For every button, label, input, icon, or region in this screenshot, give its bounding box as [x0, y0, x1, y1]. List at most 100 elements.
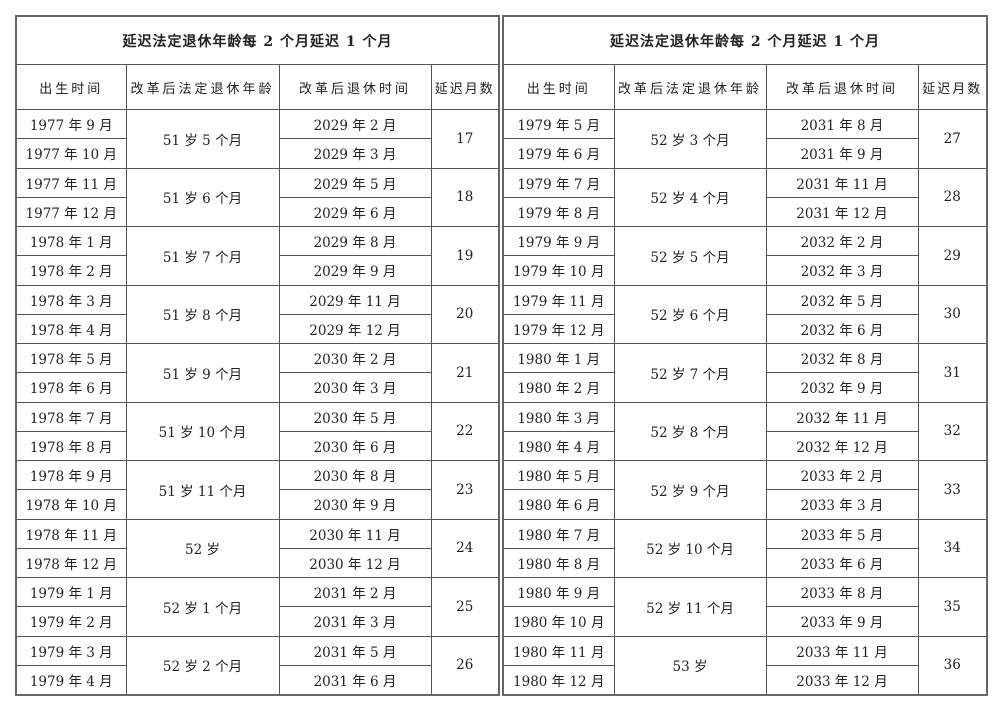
table-row: 1978 年 4 月 2029 年 12 月 — [15, 313, 499, 345]
table-row: 1979 年 7 月 52 岁 4 个月 2031 年 11 月 28 — [502, 167, 988, 227]
delay-months-cell: 17 — [430, 109, 500, 169]
retirement-date-cell: 2031 年 12 月 — [765, 196, 919, 228]
birth-date-cell: 1980 年 12 月 — [502, 664, 615, 696]
birth-date-cell: 1980 年 5 月 — [502, 459, 615, 491]
delay-months-cell: 18 — [430, 167, 500, 227]
delay-months-cell: 33 — [917, 460, 988, 520]
header-birth: 出生时间 — [15, 64, 127, 110]
table-row: 1977 年 12 月 2029 年 6 月 — [15, 196, 499, 228]
table-row: 1977 年 10 月 2029 年 3 月 — [15, 138, 499, 169]
retirement-date-cell: 2030 年 11 月 — [278, 518, 432, 549]
retirement-age-cell: 52 岁 8 个月 — [613, 401, 767, 461]
retirement-date-cell: 2029 年 6 月 — [278, 196, 432, 228]
retirement-date-cell: 2029 年 8 月 — [278, 225, 432, 257]
table-row: 1979 年 9 月 52 岁 5 个月 2032 年 2 月 29 — [502, 225, 988, 286]
birth-date-cell: 1980 年 10 月 — [502, 606, 615, 637]
table-row: 1978 年 8 月 2030 年 6 月 — [15, 430, 499, 462]
table-row: 1980 年 4 月 2032 年 12 月 — [502, 430, 987, 462]
retirement-table-left: 延迟法定退休年龄每 2 个月延迟 1 个月 出生时间 改革后法定退休年龄 改革后… — [15, 15, 501, 696]
birth-date-cell: 1978 年 6 月 — [15, 372, 127, 403]
delay-months-cell: 30 — [917, 284, 988, 344]
birth-date-cell: 1980 年 6 月 — [502, 489, 615, 520]
delay-months-cell: 20 — [430, 284, 500, 344]
birth-date-cell: 1978 年 8 月 — [15, 430, 127, 462]
retirement-date-cell: 2032 年 12 月 — [765, 430, 919, 462]
table-row: 1980 年 1 月 52 岁 7 个月 2032 年 8 月 31 — [502, 342, 988, 403]
table-row: 1978 年 3 月 51 岁 8 个月 2029 年 11 月 20 — [15, 284, 500, 344]
table-row: 1978 年 1 月 51 岁 7 个月 2029 年 8 月 19 — [15, 225, 500, 286]
table-row: 1978 年 12 月 2030 年 12 月 — [15, 547, 499, 579]
retirement-date-cell: 2031 年 5 月 — [278, 635, 432, 666]
table-title: 延迟法定退休年龄每 2 个月延迟 1 个月 — [502, 15, 988, 65]
delay-months-cell: 32 — [917, 401, 988, 461]
birth-date-cell: 1978 年 11 月 — [15, 518, 127, 549]
delay-months-cell: 27 — [917, 109, 988, 169]
retirement-date-cell: 2033 年 9 月 — [765, 606, 919, 637]
retirement-date-cell: 2030 年 8 月 — [278, 459, 432, 491]
birth-date-cell: 1979 年 6 月 — [502, 138, 615, 169]
birth-date-cell: 1980 年 9 月 — [502, 576, 615, 608]
header-retire: 改革后退休时间 — [765, 64, 919, 110]
retirement-age-cell: 52 岁 10 个月 — [613, 518, 767, 578]
retirement-age-cell: 52 岁 7 个月 — [613, 343, 767, 403]
retirement-date-cell: 2031 年 8 月 — [765, 108, 919, 140]
delay-months-cell: 29 — [917, 226, 988, 286]
table-row: 1980 年 6 月 2033 年 3 月 — [502, 489, 987, 520]
retirement-date-cell: 2033 年 6 月 — [765, 547, 919, 579]
retirement-date-cell: 2033 年 5 月 — [765, 518, 919, 549]
retirement-date-cell: 2032 年 11 月 — [765, 401, 919, 432]
table-row: 1979 年 10 月 2032 年 3 月 — [502, 255, 987, 286]
table-row: 1980 年 9 月 52 岁 11 个月 2033 年 8 月 35 — [502, 576, 988, 637]
birth-date-cell: 1978 年 7 月 — [15, 401, 127, 432]
delay-months-cell: 25 — [430, 577, 500, 637]
birth-date-cell: 1980 年 11 月 — [502, 635, 615, 666]
table-row: 1978 年 11 月 52 岁 2030 年 11 月 24 — [15, 518, 500, 578]
retirement-age-cell: 52 岁 3 个月 — [613, 109, 767, 169]
birth-date-cell: 1980 年 7 月 — [502, 518, 615, 549]
retirement-date-cell: 2032 年 6 月 — [765, 313, 919, 345]
header-birth: 出生时间 — [502, 64, 615, 110]
birth-date-cell: 1977 年 11 月 — [15, 167, 127, 198]
retirement-date-cell: 2033 年 12 月 — [765, 664, 919, 696]
retirement-date-cell: 2032 年 5 月 — [765, 284, 919, 315]
retirement-age-cell: 52 岁 — [125, 518, 280, 578]
birth-date-cell: 1980 年 2 月 — [502, 372, 615, 403]
retirement-age-cell: 52 岁 9 个月 — [613, 460, 767, 520]
birth-date-cell: 1978 年 2 月 — [15, 255, 127, 286]
birth-date-cell: 1979 年 9 月 — [502, 225, 615, 257]
delay-months-cell: 31 — [917, 343, 988, 403]
retirement-age-cell: 51 岁 7 个月 — [125, 226, 280, 286]
birth-date-cell: 1980 年 1 月 — [502, 342, 615, 374]
retirement-date-cell: 2031 年 9 月 — [765, 138, 919, 169]
table-row: 1978 年 9 月 51 岁 11 个月 2030 年 8 月 23 — [15, 459, 500, 520]
table-row: 1979 年 2 月 2031 年 3 月 — [15, 606, 499, 637]
birth-date-cell: 1977 年 9 月 — [15, 108, 127, 140]
birth-date-cell: 1980 年 3 月 — [502, 401, 615, 432]
delay-months-cell: 22 — [430, 401, 500, 461]
birth-date-cell: 1980 年 8 月 — [502, 547, 615, 579]
birth-date-cell: 1979 年 2 月 — [15, 606, 127, 637]
table-row: 1978 年 6 月 2030 年 3 月 — [15, 372, 499, 403]
table-row: 1978 年 7 月 51 岁 10 个月 2030 年 5 月 22 — [15, 401, 500, 461]
retirement-date-cell: 2029 年 5 月 — [278, 167, 432, 198]
retirement-age-cell: 51 岁 9 个月 — [125, 343, 280, 403]
retirement-age-cell: 51 岁 8 个月 — [125, 284, 280, 344]
table-row: 1980 年 2 月 2032 年 9 月 — [502, 372, 987, 403]
retirement-date-cell: 2029 年 11 月 — [278, 284, 432, 315]
birth-date-cell: 1978 年 12 月 — [15, 547, 127, 579]
delay-months-cell: 26 — [430, 635, 500, 696]
header-age: 改革后法定退休年龄 — [125, 64, 280, 110]
retirement-age-cell: 52 岁 11 个月 — [613, 577, 767, 637]
retirement-date-cell: 2033 年 3 月 — [765, 489, 919, 520]
header-age: 改革后法定退休年龄 — [613, 64, 767, 110]
retirement-date-cell: 2030 年 5 月 — [278, 401, 432, 432]
table-row: 1979 年 11 月 52 岁 6 个月 2032 年 5 月 30 — [502, 284, 988, 344]
retirement-date-cell: 2033 年 2 月 — [765, 459, 919, 491]
birth-date-cell: 1979 年 8 月 — [502, 196, 615, 228]
birth-date-cell: 1978 年 3 月 — [15, 284, 127, 315]
retirement-age-cell: 53 岁 — [613, 635, 767, 696]
table-row: 1979 年 8 月 2031 年 12 月 — [502, 196, 987, 228]
header-retire: 改革后退休时间 — [278, 64, 432, 110]
retirement-date-cell: 2032 年 8 月 — [765, 342, 919, 374]
retirement-age-cell: 52 岁 1 个月 — [125, 577, 280, 637]
